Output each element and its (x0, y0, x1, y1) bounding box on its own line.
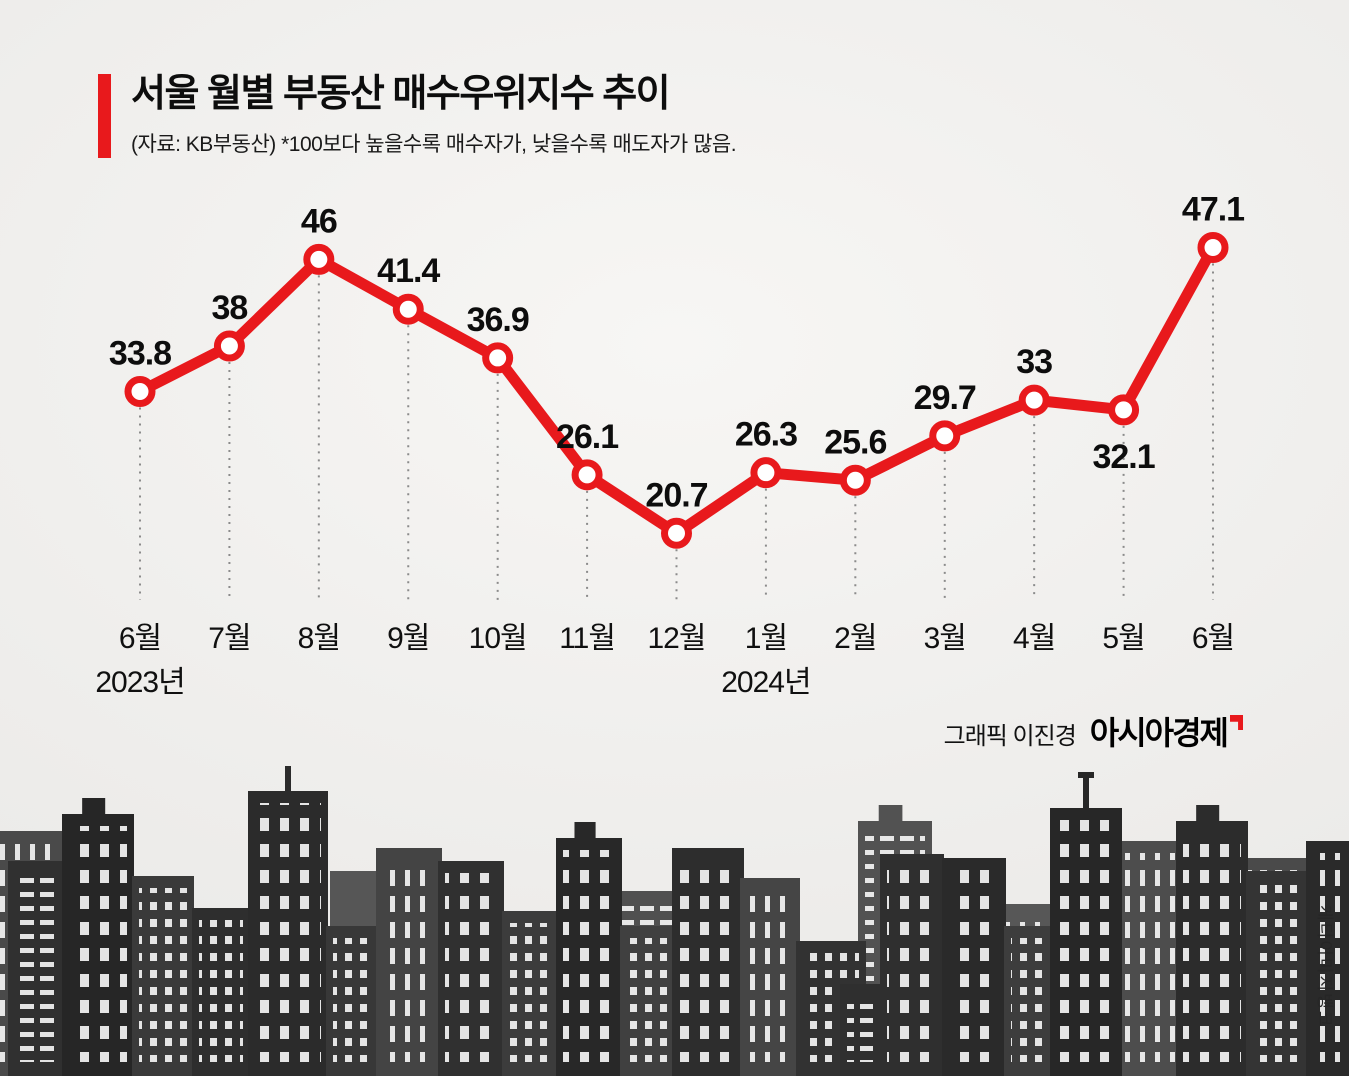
credit-line: 그래픽 이진경 아시아경제 (944, 708, 1243, 754)
data-point (124, 375, 156, 407)
title-accent-bar (98, 74, 111, 158)
data-point-value: 26.3 (735, 416, 797, 454)
x-axis-month-label: 3월 (924, 622, 966, 655)
page-title: 서울 월별 부동산 매수우위지수 추이 (131, 73, 671, 115)
data-point-value: 33.8 (109, 334, 171, 372)
data-point-value: 26.1 (556, 418, 618, 456)
data-point-value: 47.1 (1182, 191, 1244, 229)
data-point (392, 293, 424, 325)
x-axis-month-label: 6월 (1192, 622, 1234, 655)
skyline-building (620, 926, 676, 1076)
skyline-building (1246, 871, 1312, 1076)
skyline-building (840, 984, 880, 1076)
skyline-building (740, 878, 800, 1076)
x-axis-month-label: 5월 (1102, 622, 1144, 655)
x-axis-month-label: 2월 (834, 622, 876, 655)
data-point (571, 459, 603, 491)
data-point-value: 25.6 (824, 423, 886, 461)
data-point-value: 20.7 (645, 476, 707, 514)
skyline-building (672, 848, 744, 1076)
x-axis-month-label: 8월 (298, 622, 340, 655)
x-axis-year-label: 2023년 (95, 666, 184, 699)
chart-subtitle: (자료: KB부동산) *100보다 높을수록 매수자가, 낮을수록 매도자가 … (131, 132, 737, 156)
x-axis-year-label: 2024년 (721, 666, 810, 699)
data-point-value: 29.7 (914, 379, 976, 417)
skyline-building (376, 848, 442, 1076)
data-point (1197, 232, 1229, 264)
x-axis-month-label: 7월 (208, 622, 250, 655)
skyline-building (8, 861, 66, 1076)
data-point (213, 330, 245, 362)
skyline-graphic (0, 766, 1349, 1076)
skyline-building (502, 911, 558, 1076)
data-point-value: 38 (212, 289, 248, 327)
x-axis-month-label: 4월 (1013, 622, 1055, 655)
x-axis-month-label: 9월 (387, 622, 429, 655)
data-point-value: 33 (1016, 343, 1052, 381)
data-point (661, 517, 692, 549)
skyline-building (438, 861, 504, 1076)
x-axis-month-label: 6월 (119, 622, 161, 655)
data-point (1108, 394, 1140, 426)
brand-mark-icon (1230, 715, 1243, 730)
data-point (303, 243, 335, 275)
skyline-building (326, 926, 378, 1076)
data-point (482, 342, 514, 374)
data-point (929, 420, 961, 452)
data-point (839, 464, 871, 496)
skyline-building (192, 908, 250, 1076)
x-axis-month-label: 11월 (559, 622, 615, 655)
data-point (1018, 384, 1050, 416)
skyline-building (1050, 772, 1122, 1076)
x-axis-month-label: 10월 (469, 622, 527, 655)
brand-logo: 아시아경제 (1089, 715, 1229, 751)
skyline-building (880, 854, 944, 1076)
chart-header: 서울 월별 부동산 매수우위지수 추이 (자료: KB부동산) *100보다 높… (98, 73, 737, 158)
watermark-gettyimages: 게티이미지뱅크 (1315, 905, 1334, 1029)
data-point-value: 32.1 (1092, 438, 1154, 476)
skyline-building (556, 822, 622, 1076)
x-axis-month-label: 12월 (648, 622, 706, 655)
data-point-value: 41.4 (377, 252, 440, 290)
data-point (750, 457, 782, 489)
data-point-value: 46 (301, 202, 337, 240)
credit-text: 그래픽 이진경 (943, 723, 1077, 750)
skyline-building (1118, 841, 1182, 1076)
skyline-building (62, 798, 134, 1076)
skyline-building (132, 876, 194, 1076)
skyline-building (1306, 841, 1349, 1076)
x-axis-month-label: 1월 (745, 622, 787, 655)
data-point-value: 36.9 (467, 301, 529, 339)
skyline-building (248, 766, 328, 1076)
skyline-building (942, 858, 1006, 1076)
skyline-building (1176, 805, 1248, 1076)
